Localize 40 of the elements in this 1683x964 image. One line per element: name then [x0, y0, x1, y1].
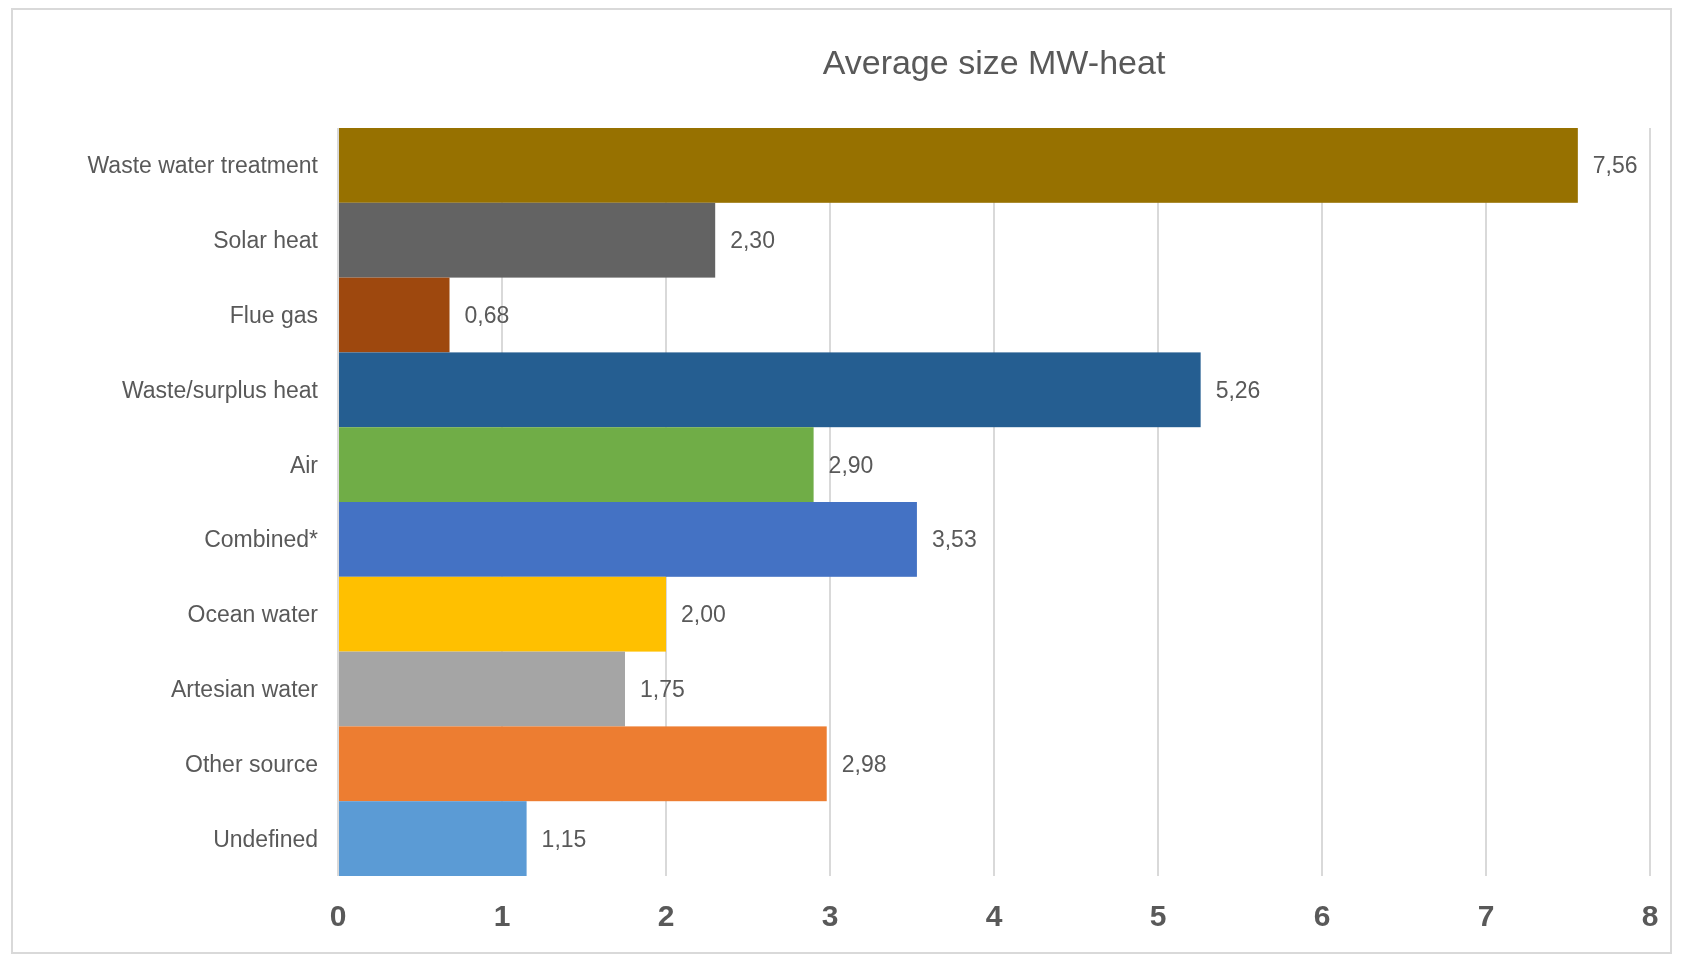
data-label: 3,53 — [931, 526, 977, 553]
y-tick-label: Flue gas — [229, 302, 318, 329]
bar — [338, 202, 716, 278]
y-tick-label: Waste/surplus heat — [121, 376, 319, 403]
x-tick-label: 1 — [493, 899, 511, 932]
y-tick-label: Air — [289, 451, 319, 478]
x-tick-label: 0 — [329, 899, 347, 932]
y-tick-label: Solar heat — [213, 227, 319, 254]
bar — [338, 726, 827, 802]
chart-title: Average size MW-heat — [822, 43, 1166, 81]
data-label: 0,68 — [464, 302, 510, 329]
data-label: 2,98 — [841, 750, 887, 777]
data-label: 7,56 — [1592, 152, 1638, 179]
y-tick-label: Undefined — [213, 825, 318, 852]
x-tick-label: 6 — [1313, 899, 1331, 932]
bar — [338, 352, 1201, 428]
data-label: 1,15 — [541, 825, 587, 852]
bar — [338, 128, 1578, 203]
bar — [338, 502, 917, 577]
data-label: 5,26 — [1215, 376, 1261, 403]
bar — [338, 427, 814, 502]
y-tick-label: Artesian water — [170, 676, 319, 703]
bar — [338, 576, 666, 652]
y-tick-label: Waste water treatment — [87, 152, 319, 179]
x-tick-label: 4 — [985, 899, 1003, 932]
data-label: 2,00 — [681, 601, 726, 628]
bar — [338, 651, 625, 727]
data-label: 2,90 — [828, 451, 874, 478]
x-tick-label: 3 — [821, 899, 839, 932]
x-tick-label: 8 — [1641, 899, 1659, 932]
bar — [338, 277, 450, 353]
x-tick-label: 7 — [1477, 899, 1495, 932]
y-tick-label: Combined* — [204, 526, 319, 553]
data-label: 2,30 — [730, 227, 775, 254]
x-tick-label: 2 — [657, 899, 675, 932]
y-tick-label: Ocean water — [187, 601, 319, 628]
data-label: 1,75 — [640, 676, 685, 703]
bar — [338, 801, 527, 876]
y-tick-label: Other source — [185, 750, 318, 777]
x-tick-label: 5 — [1149, 899, 1167, 932]
